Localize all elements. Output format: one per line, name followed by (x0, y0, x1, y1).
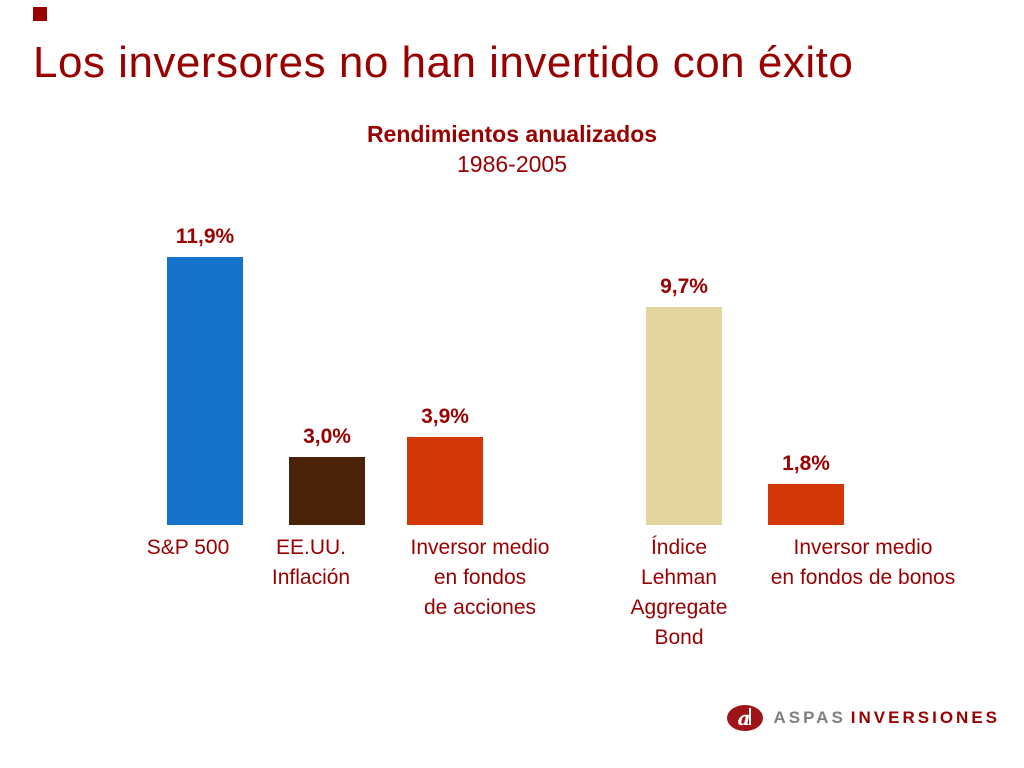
bar (407, 437, 483, 525)
bar-category-label: S&P 500 (146, 536, 230, 559)
bar-value-label: 3,9% (421, 405, 469, 428)
bar-value-label: 9,7% (660, 275, 708, 298)
corner-square-decoration (33, 7, 47, 21)
bar-value-label: 11,9% (175, 225, 235, 248)
page-title: Los inversores no han invertido con éxit… (33, 38, 854, 87)
aspas-logo-icon: a (726, 704, 764, 732)
bar-column: 3,9% Inversor medio en fondos de accione… (320, 205, 570, 670)
bar-category-label: Índice Lehman Aggregate Bond (630, 536, 728, 649)
bar-category-label: Inversor medio en fondos de bonos (770, 536, 956, 589)
bar-column: 9,7% Índice Lehman Aggregate Bond (559, 205, 809, 670)
bar-column: 3,0% EE.UU. Inflación (202, 205, 452, 670)
bar-category-label: EE.UU. Inflación (271, 536, 351, 589)
bar (167, 257, 243, 525)
bar-column: 11,9% S&P 500 (80, 205, 330, 670)
bar (646, 307, 722, 525)
bar-category-label: Inversor medio en fondos de acciones (410, 536, 550, 619)
logo: a ASPAS INVERSIONES (726, 704, 1000, 732)
bar (289, 457, 365, 525)
logo-brand-secondary: INVERSIONES (850, 708, 1000, 727)
bar-chart: 11,9% S&P 500 3,0% EE.UU. Inflación 3,9%… (0, 205, 1024, 670)
logo-brand-primary: ASPAS (773, 708, 846, 727)
bar-value-label: 1,8% (782, 452, 830, 475)
chart-title: Rendimientos anualizados (366, 121, 658, 147)
svg-text:a: a (738, 706, 751, 730)
chart-subtitle-period: 1986-2005 (457, 151, 567, 177)
bar (768, 484, 844, 525)
bar-value-label: 3,0% (303, 425, 351, 448)
bar-column: 1,8% Inversor medio en fondos de bonos (681, 205, 955, 670)
